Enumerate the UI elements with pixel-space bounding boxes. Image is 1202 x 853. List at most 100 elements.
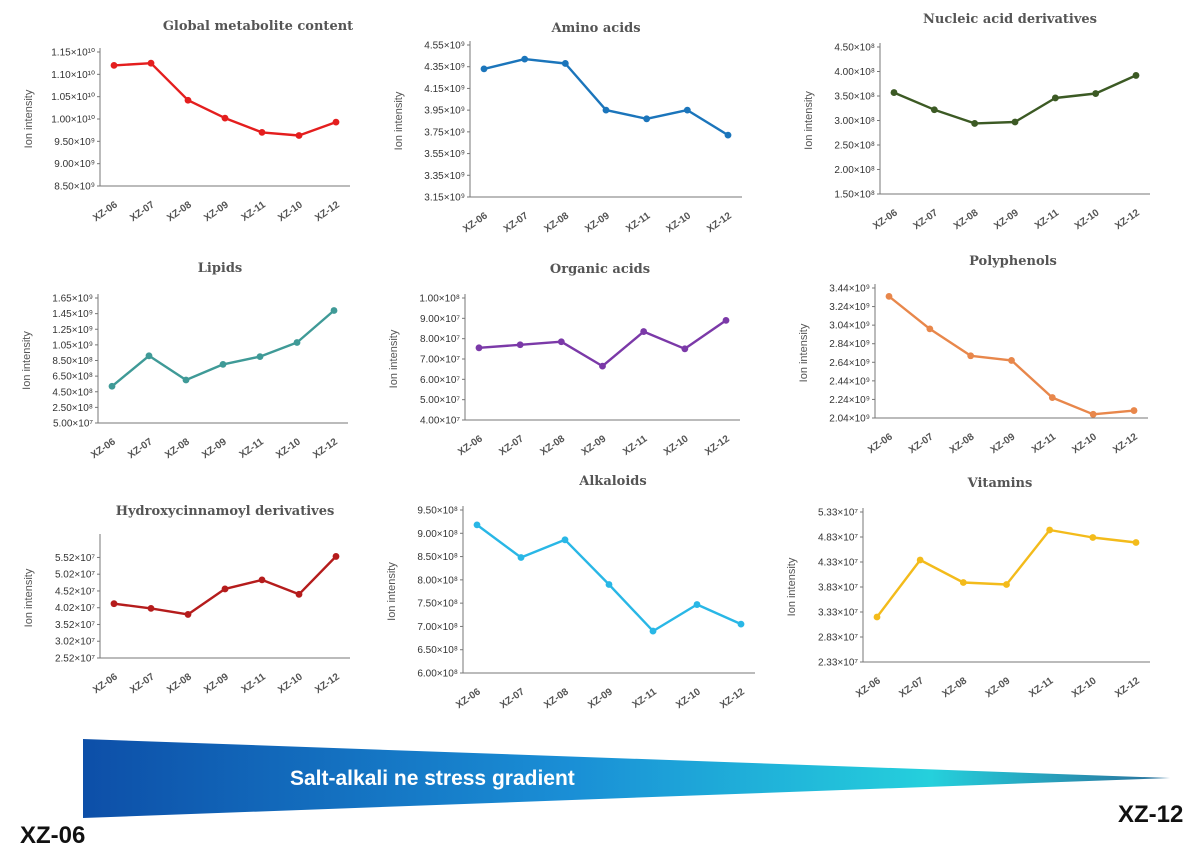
data-point [258,129,266,136]
x-tick-label: XZ-10 [674,686,703,711]
x-tick-label: XZ-11 [1033,207,1062,232]
data-point [561,536,569,544]
chart-title: Polyphenols [969,254,1057,269]
data-point [332,553,340,560]
data-point [885,292,893,300]
y-tick-label: 6.50×10⁸ [52,372,93,383]
y-tick-label: 4.02×10⁷ [55,603,95,614]
y-tick-label: 1.00×10⁸ [419,294,460,305]
data-point [145,352,153,360]
data-point [219,361,227,368]
x-tick-label: XZ-10 [1070,431,1099,456]
data-point [1089,410,1097,418]
y-tick-label: 4.00×10⁷ [420,416,460,427]
x-tick-label: XZ-08 [542,686,571,711]
data-point [108,382,116,390]
y-tick-label: 2.50×10⁸ [52,403,93,414]
x-tick-label: XZ-08 [163,436,192,461]
data-point [182,376,190,384]
y-tick-label: 3.50×10⁸ [834,92,875,103]
y-tick-label: 2.04×10⁹ [829,414,870,425]
data-point [959,579,967,586]
y-tick-label: 2.33×10⁷ [818,658,858,669]
gradient-start-label: XZ-06 [20,822,85,849]
data-point [724,131,732,139]
chart-panel-8: Alkaloids Ion intensity 6.00×10⁸ 6.50×10⁸ 7.… [386,474,755,711]
x-tick-label: XZ-11 [240,199,269,224]
x-tick-label: XZ-07 [128,199,157,224]
x-tick-label: XZ-12 [311,436,340,461]
x-tick-label: XZ-07 [126,436,155,461]
x-tick-label: XZ-08 [952,207,981,232]
y-tick-label: 2.64×10⁹ [829,358,870,369]
x-tick-label: XZ-08 [165,199,194,224]
data-point [722,316,730,324]
data-point [890,89,898,96]
y-tick-label: 9.50×10⁸ [417,506,458,517]
data-point [926,325,934,333]
data-point [1048,394,1056,401]
x-tick-label: XZ-12 [313,199,342,224]
y-tick-label: 4.83×10⁷ [818,533,858,544]
y-tick-label: 9.50×10⁹ [54,137,95,148]
x-tick-label: XZ-11 [1027,675,1056,700]
data-point [737,620,745,628]
chart-title: Lipids [198,261,243,276]
chart-title: Alkaloids [578,474,646,489]
y-tick-label: 2.83×10⁷ [818,633,858,644]
data-point [1003,581,1010,588]
x-tick-label: XZ-12 [718,686,747,711]
x-tick-label: XZ-08 [542,210,571,235]
data-point [1092,90,1100,97]
data-point [640,328,648,335]
x-tick-label: XZ-12 [703,433,732,458]
x-tick-label: XZ-07 [911,207,940,232]
data-point [147,59,155,67]
y-axis-label: Ion intensity [798,323,810,382]
y-axis-label: Ion intensity [23,568,35,627]
y-tick-label: 1.65×10⁹ [52,294,93,305]
y-tick-label: 4.35×10⁹ [424,62,465,73]
y-tick-label: 8.00×10⁷ [420,334,460,345]
data-point [184,96,192,104]
data-point [1130,407,1138,414]
chart-panel-6: Polyphenols Ion intensity 2.04×10⁹ 2.24×10⁹… [798,254,1148,456]
y-tick-label: 1.10×10¹⁰ [51,70,95,81]
y-tick-label: 5.00×10⁷ [420,395,460,406]
x-tick-label: XZ-11 [240,671,269,696]
y-tick-label: 8.00×10⁸ [417,575,458,586]
x-tick-label: XZ-06 [454,686,483,711]
x-tick-label: XZ-09 [586,686,615,711]
x-tick-label: XZ-12 [1113,207,1142,232]
y-tick-label: 6.50×10⁸ [417,645,458,656]
data-point [1132,72,1140,79]
x-tick-label: XZ-07 [907,431,936,456]
chart-panel-2: Amino acids Ion intensity 3.15×10⁹ 3.35×10⁹… [393,21,742,235]
data-point [967,352,975,360]
y-tick-label: 3.52×10⁷ [55,620,95,631]
y-tick-label: 1.05×10¹⁰ [51,92,95,103]
y-tick-label: 1.25×10⁹ [52,325,93,336]
series-line [888,295,1135,416]
y-tick-label: 2.24×10⁹ [829,395,870,406]
chart-title: Organic acids [550,262,650,277]
data-point [681,345,689,353]
data-point [147,604,155,612]
y-tick-label: 2.52×10⁷ [55,654,95,665]
y-axis-label: Ion intensity [393,91,405,150]
series-line [876,528,1137,618]
data-point [602,106,610,114]
series-line [111,309,335,388]
y-axis-label: Ion intensity [21,331,33,390]
chart-title: Global metabolite content [163,19,353,34]
chart-title: Vitamins [967,476,1033,491]
y-tick-label: 3.44×10⁹ [829,284,870,295]
y-tick-label: 4.50×10⁸ [52,387,93,398]
y-tick-label: 3.24×10⁹ [829,302,870,313]
y-tick-label: 3.55×10⁹ [424,149,465,160]
y-tick-label: 2.00×10⁸ [834,165,875,176]
y-tick-label: 9.00×10⁹ [54,159,95,170]
x-tick-label: XZ-06 [91,199,120,224]
chart-grid: Global metabolite content Ion intensity 8.… [21,12,1150,711]
data-point [517,554,525,561]
